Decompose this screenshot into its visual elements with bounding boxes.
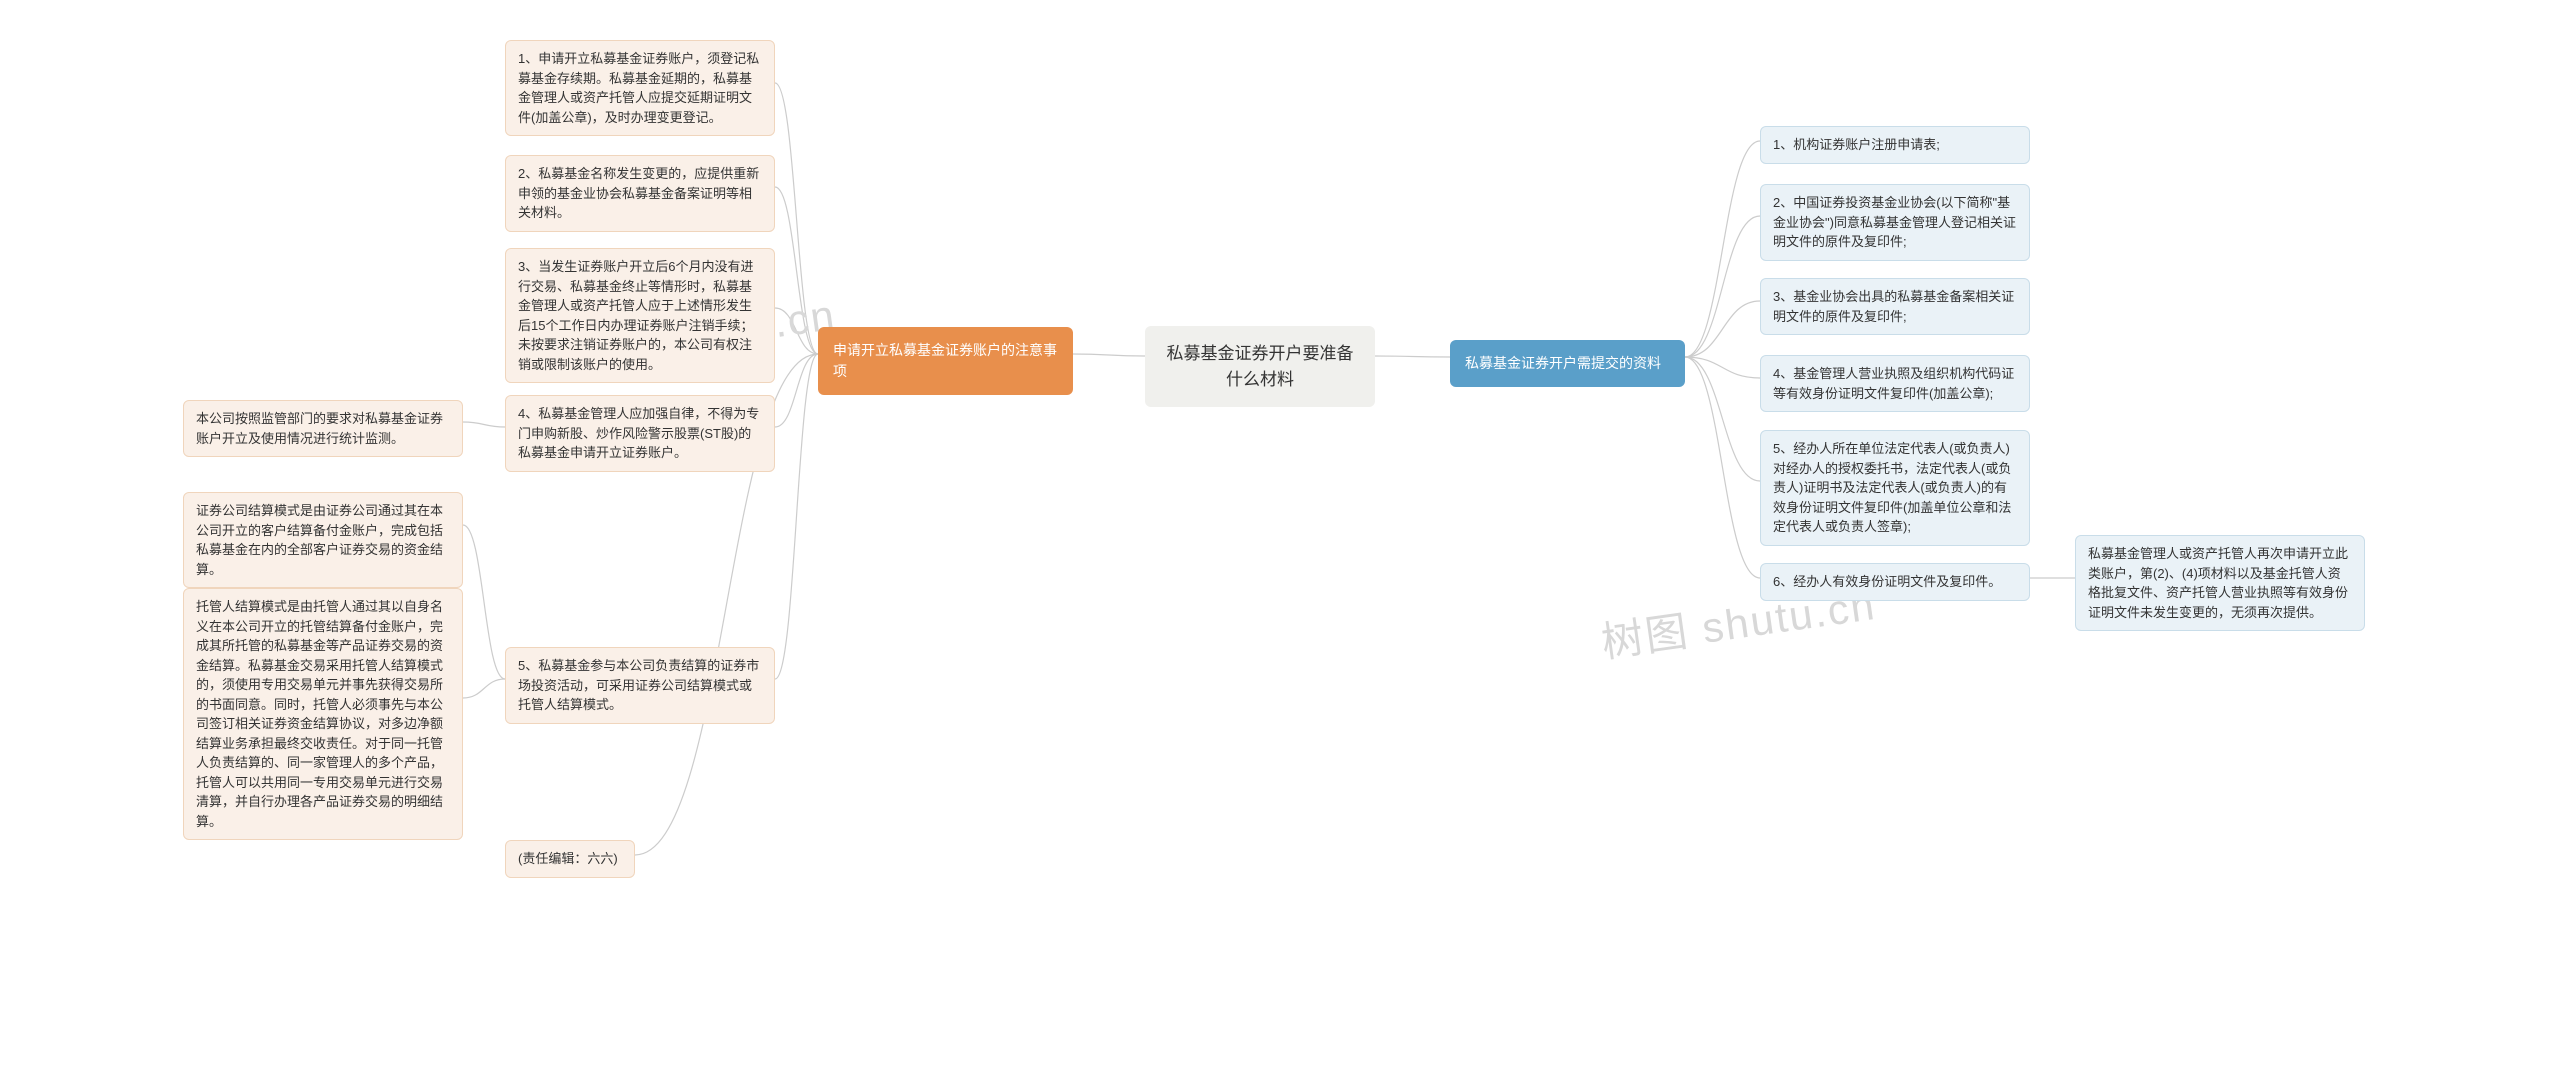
leaf-node: 6、经办人有效身份证明文件及复印件。 [1760, 563, 2030, 601]
leaf-node: 本公司按照监管部门的要求对私募基金证券账户开立及使用情况进行统计监测。 [183, 400, 463, 457]
leaf-node: 1、机构证券账户注册申请表; [1760, 126, 2030, 164]
root-node: 私募基金证券开户要准备什么材料 [1145, 326, 1375, 407]
leaf-node: 私募基金管理人或资产托管人再次申请开立此类账户，第(2)、(4)项材料以及基金托… [2075, 535, 2365, 631]
leaf-node: 4、私募基金管理人应加强自律，不得为专门申购新股、炒作风险警示股票(ST股)的私… [505, 395, 775, 472]
leaf-node: 2、私募基金名称发生变更的，应提供重新申领的基金业协会私募基金备案证明等相关材料… [505, 155, 775, 232]
leaf-node: 1、申请开立私募基金证券账户，须登记私募基金存续期。私募基金延期的，私募基金管理… [505, 40, 775, 136]
leaf-node: 2、中国证券投资基金业协会(以下简称"基金业协会")同意私募基金管理人登记相关证… [1760, 184, 2030, 261]
leaf-node: 3、当发生证券账户开立后6个月内没有进行交易、私募基金终止等情形时，私募基金管理… [505, 248, 775, 383]
leaf-node: (责任编辑：六六) [505, 840, 635, 878]
leaf-node: 5、私募基金参与本公司负责结算的证券市场投资活动，可采用证券公司结算模式或托管人… [505, 647, 775, 724]
leaf-node: 证券公司结算模式是由证券公司通过其在本公司开立的客户结算备付金账户，完成包括私募… [183, 492, 463, 588]
left-branch-node: 申请开立私募基金证券账户的注意事项 [818, 327, 1073, 395]
right-branch-node: 私募基金证券开户需提交的资料 [1450, 340, 1685, 387]
leaf-node: 5、经办人所在单位法定代表人(或负责人)对经办人的授权委托书，法定代表人(或负责… [1760, 430, 2030, 546]
leaf-node: 托管人结算模式是由托管人通过其以自身名义在本公司开立的托管结算备付金账户，完成其… [183, 588, 463, 840]
leaf-node: 3、基金业协会出具的私募基金备案相关证明文件的原件及复印件; [1760, 278, 2030, 335]
leaf-node: 4、基金管理人营业执照及组织机构代码证等有效身份证明文件复印件(加盖公章); [1760, 355, 2030, 412]
